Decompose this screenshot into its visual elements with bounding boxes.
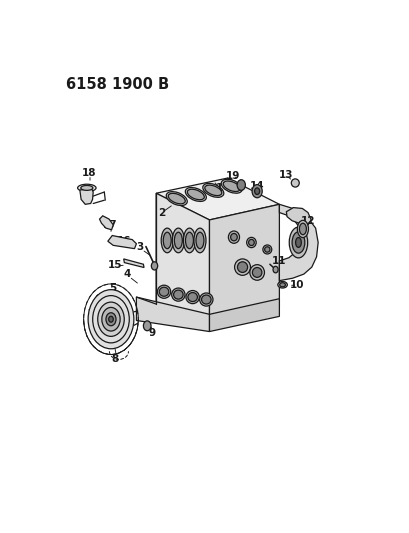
Text: 6: 6 [94, 294, 102, 304]
Circle shape [252, 184, 262, 198]
Polygon shape [156, 193, 209, 322]
Ellipse shape [288, 227, 307, 258]
Ellipse shape [77, 184, 96, 191]
Ellipse shape [248, 239, 254, 246]
Ellipse shape [264, 247, 270, 252]
Polygon shape [209, 298, 279, 332]
Circle shape [101, 308, 120, 331]
Ellipse shape [234, 259, 250, 276]
Text: 14: 14 [249, 181, 264, 191]
Ellipse shape [252, 268, 261, 277]
Ellipse shape [187, 293, 197, 302]
Polygon shape [136, 297, 209, 332]
Ellipse shape [221, 179, 242, 193]
Ellipse shape [163, 232, 171, 248]
Ellipse shape [157, 285, 170, 298]
Text: 16: 16 [116, 236, 130, 246]
Text: 3: 3 [136, 243, 143, 253]
Text: 10: 10 [290, 280, 304, 290]
Text: 17: 17 [103, 220, 117, 230]
Ellipse shape [279, 282, 285, 287]
Text: 15: 15 [107, 260, 122, 270]
Text: 5: 5 [109, 282, 117, 293]
Ellipse shape [196, 232, 203, 248]
Ellipse shape [299, 223, 306, 235]
Text: 11: 11 [272, 256, 286, 266]
Ellipse shape [262, 245, 271, 254]
Circle shape [108, 316, 113, 322]
Circle shape [254, 188, 259, 195]
Ellipse shape [185, 188, 206, 201]
Text: 12: 12 [300, 216, 315, 226]
Polygon shape [156, 178, 279, 220]
Ellipse shape [185, 232, 193, 248]
Ellipse shape [81, 185, 93, 190]
Circle shape [88, 290, 133, 349]
Ellipse shape [159, 287, 169, 296]
Text: 19: 19 [225, 171, 240, 181]
Ellipse shape [161, 228, 173, 253]
Text: 7: 7 [87, 309, 94, 319]
Text: 9: 9 [148, 328, 155, 338]
Polygon shape [279, 204, 317, 281]
Text: 18: 18 [81, 168, 96, 177]
Ellipse shape [171, 288, 184, 301]
Circle shape [106, 313, 116, 326]
Ellipse shape [277, 281, 287, 288]
Text: 1: 1 [216, 183, 223, 193]
Ellipse shape [237, 262, 247, 272]
Text: 4: 4 [123, 269, 130, 279]
Polygon shape [80, 189, 93, 204]
Ellipse shape [172, 228, 184, 253]
Ellipse shape [291, 179, 299, 187]
Polygon shape [285, 207, 310, 225]
Circle shape [97, 302, 124, 336]
Ellipse shape [297, 220, 308, 238]
Ellipse shape [166, 192, 187, 206]
Polygon shape [124, 259, 144, 268]
Text: 13: 13 [278, 170, 292, 180]
Ellipse shape [183, 228, 195, 253]
Ellipse shape [291, 232, 304, 253]
Ellipse shape [295, 238, 301, 247]
Ellipse shape [249, 265, 264, 280]
Circle shape [151, 262, 157, 270]
Ellipse shape [186, 290, 199, 304]
Ellipse shape [228, 231, 239, 243]
Ellipse shape [222, 181, 240, 191]
Ellipse shape [230, 233, 237, 241]
Ellipse shape [174, 232, 182, 248]
Polygon shape [99, 216, 113, 230]
Ellipse shape [202, 183, 223, 197]
Circle shape [272, 266, 277, 273]
Text: 6158 1900 B: 6158 1900 B [65, 77, 168, 92]
Ellipse shape [199, 293, 212, 306]
Ellipse shape [204, 185, 221, 196]
Polygon shape [209, 204, 279, 322]
Circle shape [143, 321, 151, 330]
Text: 2: 2 [158, 207, 165, 217]
Ellipse shape [201, 295, 211, 304]
Circle shape [236, 180, 245, 190]
Polygon shape [108, 236, 136, 248]
Ellipse shape [246, 237, 256, 248]
Ellipse shape [193, 228, 205, 253]
Ellipse shape [187, 189, 204, 200]
Ellipse shape [173, 290, 183, 299]
Text: 8: 8 [111, 353, 118, 364]
Ellipse shape [168, 193, 185, 204]
